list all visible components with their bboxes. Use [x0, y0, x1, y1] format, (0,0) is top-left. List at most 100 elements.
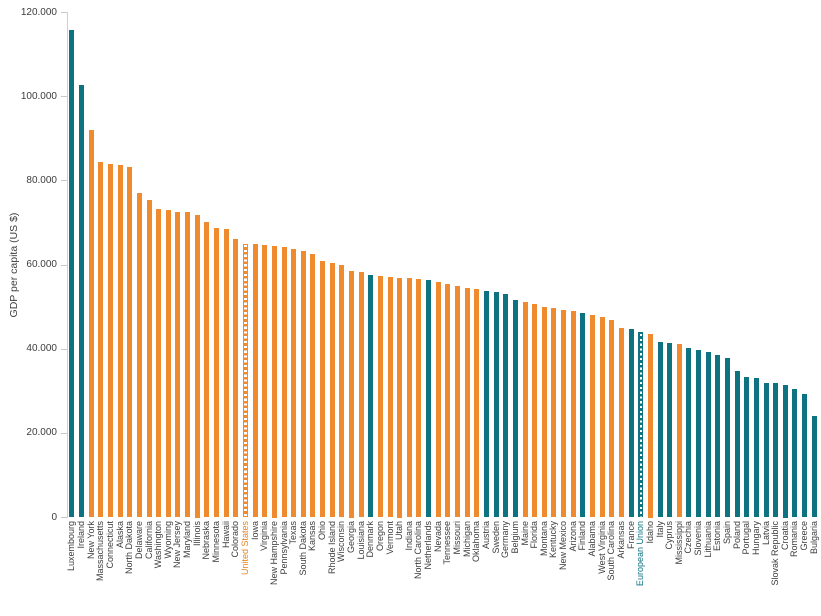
bar-france[interactable] [628, 328, 634, 518]
x-tick-label: Oklahoma [471, 521, 482, 563]
bar-cyprus[interactable] [667, 342, 673, 518]
bar-spain[interactable] [725, 358, 730, 518]
bar-hawaii[interactable] [223, 229, 229, 518]
bar-nevada[interactable] [435, 281, 441, 518]
bar-germany[interactable] [503, 294, 509, 518]
bar-poland[interactable] [734, 371, 740, 518]
bar-north-dakota[interactable] [127, 166, 133, 518]
x-tick-label: Slovenia [693, 521, 704, 556]
bar-louisiana[interactable] [358, 272, 364, 518]
y-tick-mark [61, 96, 67, 98]
bar-italy[interactable] [657, 341, 663, 518]
x-tick-label: Hungary [750, 521, 761, 556]
bar-greece[interactable] [802, 393, 808, 518]
bar-bulgaria[interactable] [811, 415, 817, 518]
bar-new-mexico[interactable] [561, 309, 567, 518]
bar-czechia[interactable] [686, 347, 692, 518]
x-tick-label: Ohio [317, 521, 328, 541]
bar-wisconsin[interactable] [339, 265, 345, 518]
bar-indiana[interactable] [406, 278, 412, 518]
bar-romania[interactable] [792, 388, 798, 518]
bar-california[interactable] [146, 200, 152, 518]
x-tick-label: Austria [480, 521, 491, 550]
x-tick-label: Netherlands [423, 521, 434, 570]
y-axis-line [67, 12, 68, 518]
bar-arizona[interactable] [570, 310, 576, 518]
bar-rhode-island[interactable] [329, 263, 335, 518]
bar-georgia[interactable] [349, 271, 354, 518]
bar-missouri[interactable] [455, 286, 461, 518]
bar-denmark[interactable] [368, 274, 374, 518]
bar-estonia[interactable] [715, 355, 721, 518]
bar-finland[interactable] [580, 312, 586, 518]
x-tick-label: Idaho [644, 521, 655, 544]
x-tick-label: Texas [288, 521, 299, 545]
bar-austria[interactable] [483, 290, 489, 518]
bar-connecticut[interactable] [107, 163, 113, 518]
x-tick-label: New Mexico [558, 521, 569, 571]
bar-kansas[interactable] [310, 253, 316, 518]
bar-west-virginia[interactable] [599, 317, 605, 518]
bar-colorado[interactable] [233, 238, 239, 518]
bar-illinois[interactable] [194, 214, 200, 518]
bar-utah[interactable] [397, 277, 403, 518]
bar-minnesota[interactable] [214, 227, 220, 518]
bar-kentucky[interactable] [551, 308, 557, 518]
bar-iowa[interactable] [252, 244, 258, 518]
y-tick-label: 40.000 [26, 343, 57, 355]
bar-croatia[interactable] [782, 384, 788, 518]
bar-new-york[interactable] [88, 129, 94, 518]
bar-delaware[interactable] [136, 193, 142, 518]
bar-slovak-republic[interactable] [773, 383, 779, 518]
bar-united-states[interactable] [242, 243, 248, 518]
x-tick-label: Spain [722, 521, 732, 545]
bar-portugal[interactable] [744, 376, 750, 518]
bar-washington[interactable] [156, 208, 162, 518]
bar-montana[interactable] [541, 306, 547, 518]
bar-slovenia[interactable] [696, 350, 702, 518]
bar-arkansas[interactable] [618, 327, 624, 518]
bar-ohio[interactable] [320, 261, 326, 518]
y-tick-mark [61, 517, 67, 518]
bar-oregon[interactable] [377, 276, 383, 518]
bar-south-dakota[interactable] [300, 250, 306, 518]
x-tick-label: Arkansas [615, 521, 626, 559]
bar-michigan[interactable] [464, 287, 470, 518]
bar-hungary[interactable] [753, 377, 759, 518]
bar-maine[interactable] [522, 302, 528, 518]
bar-florida[interactable] [532, 304, 538, 518]
bar-netherlands[interactable] [426, 279, 432, 518]
bar-ireland[interactable] [79, 84, 85, 518]
bar-luxembourg[interactable] [69, 29, 75, 518]
bar-lithuania[interactable] [705, 351, 711, 518]
bar-mississippi[interactable] [676, 344, 682, 518]
bar-massachusetts[interactable] [98, 162, 104, 518]
x-tick-label: Georgia [346, 521, 356, 554]
bar-pennsylvania[interactable] [281, 246, 287, 518]
bar-virginia[interactable] [262, 245, 268, 518]
bar-latvia[interactable] [763, 382, 769, 518]
bar-alabama[interactable] [590, 314, 596, 518]
x-tick-label: Slovak Republic [770, 521, 781, 586]
bar-oklahoma[interactable] [474, 289, 480, 518]
bar-maryland[interactable] [185, 212, 191, 518]
bar-vermont[interactable] [387, 277, 393, 518]
bar-new-hampshire[interactable] [271, 246, 277, 518]
x-tick-label: Greece [799, 521, 810, 551]
bar-sweden[interactable] [493, 291, 499, 518]
x-tick-label: Alabama [587, 521, 598, 557]
bar-european-union[interactable] [638, 332, 644, 518]
x-tick-label: South Carolina [606, 521, 617, 581]
bar-alaska[interactable] [117, 165, 123, 518]
bar-belgium[interactable] [512, 299, 518, 518]
bar-new-jersey[interactable] [175, 211, 181, 518]
x-tick-label: Massachusetts [95, 521, 106, 582]
bar-tennessee[interactable] [445, 284, 451, 518]
bar-nebraska[interactable] [204, 221, 210, 518]
bar-wyoming[interactable] [165, 209, 171, 518]
bar-north-carolina[interactable] [416, 278, 422, 518]
bar-south-carolina[interactable] [609, 319, 615, 518]
x-tick-label: United States [239, 521, 250, 576]
bar-texas[interactable] [291, 249, 297, 518]
bar-idaho[interactable] [647, 334, 653, 518]
